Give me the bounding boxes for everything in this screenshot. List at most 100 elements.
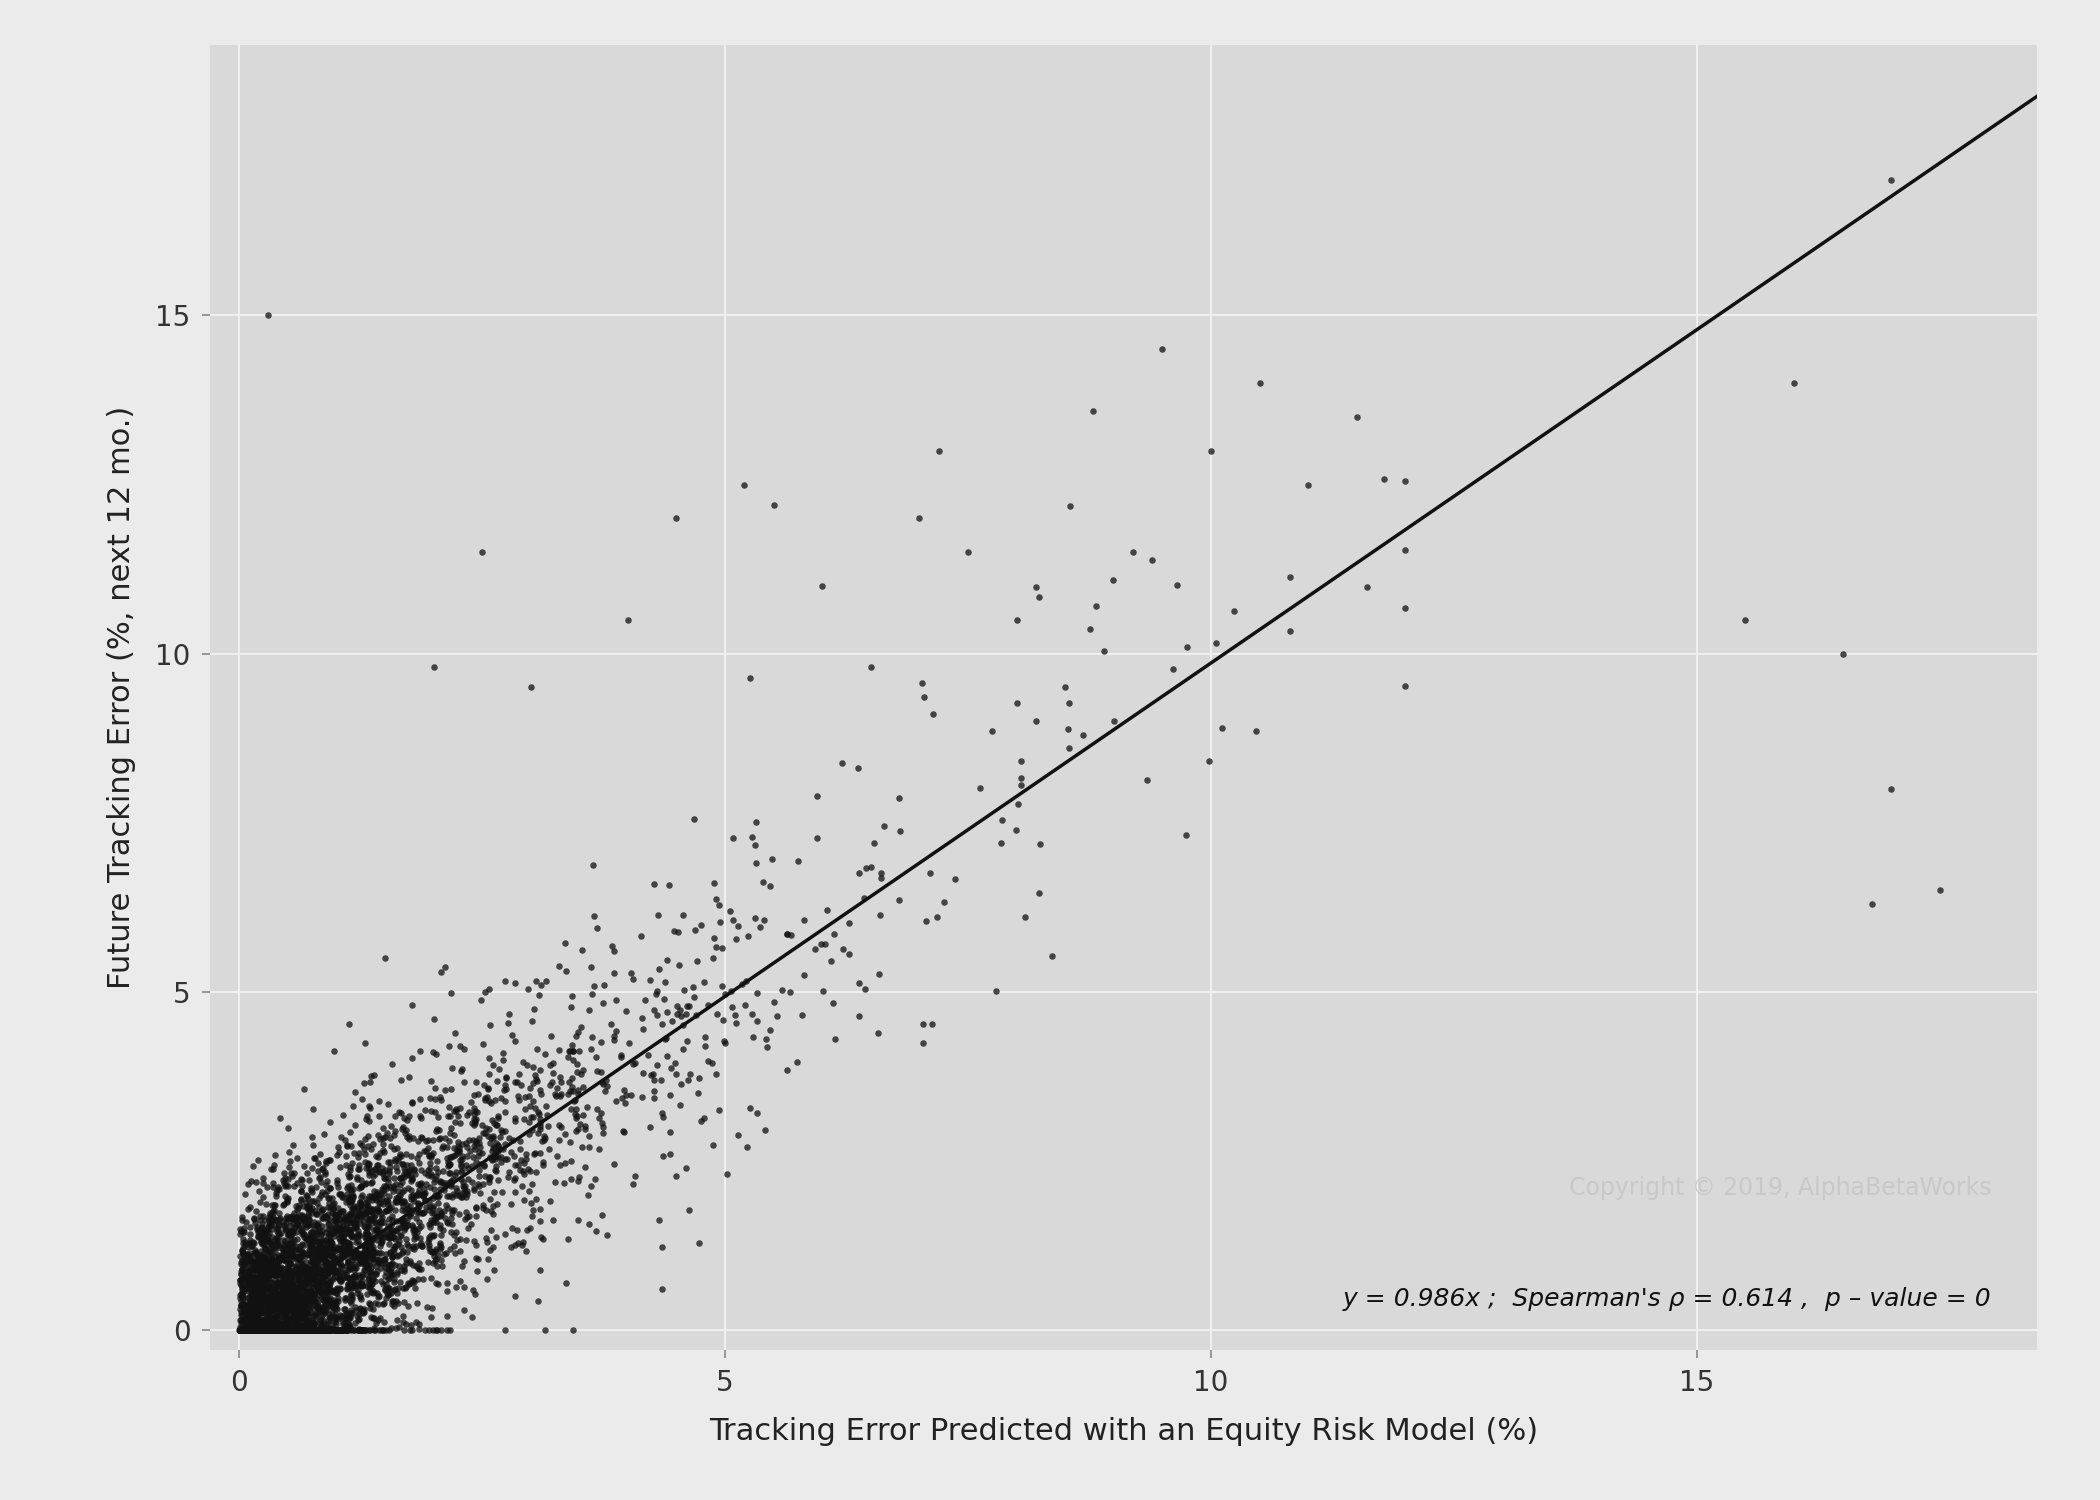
Point: [246, 1317, 279, 1341]
Point: [248, 1317, 281, 1341]
Point: [237, 1260, 271, 1284]
Point: [277, 1269, 311, 1293]
Point: [699, 886, 733, 910]
Point: [470, 1124, 504, 1148]
Point: [254, 1317, 288, 1341]
Point: [242, 1317, 275, 1341]
Point: [344, 1086, 378, 1110]
Point: [294, 1260, 328, 1284]
Point: [281, 1275, 315, 1299]
Point: [246, 1254, 279, 1278]
Point: [277, 1293, 311, 1317]
X-axis label: Tracking Error Predicted with an Equity Risk Model (%): Tracking Error Predicted with an Equity …: [710, 1418, 1537, 1446]
Point: [368, 1264, 401, 1288]
Point: [262, 1294, 296, 1318]
Point: [334, 1288, 367, 1312]
Point: [260, 1317, 294, 1341]
Point: [882, 786, 916, 810]
Point: [332, 1238, 365, 1262]
Point: [248, 1236, 281, 1260]
Point: [596, 1023, 630, 1047]
Point: [292, 1288, 326, 1312]
Point: [319, 1208, 353, 1231]
Point: [359, 1180, 393, 1204]
Point: [319, 1234, 353, 1258]
Point: [410, 1296, 443, 1320]
Point: [481, 1132, 514, 1156]
Point: [246, 1317, 279, 1341]
Point: [368, 1140, 401, 1164]
Point: [361, 1220, 395, 1244]
Point: [368, 1166, 401, 1190]
Point: [267, 1209, 300, 1233]
Point: [645, 1236, 678, 1260]
Point: [269, 1302, 302, 1326]
Point: [294, 1234, 328, 1258]
Point: [502, 1062, 536, 1086]
Point: [237, 1317, 271, 1341]
Point: [536, 1052, 569, 1076]
Point: [441, 1137, 475, 1161]
Point: [315, 1280, 349, 1304]
Point: [248, 1264, 281, 1288]
Point: [304, 1258, 338, 1282]
Point: [739, 981, 773, 1005]
Point: [250, 1317, 284, 1341]
Point: [353, 1224, 386, 1248]
Point: [284, 1290, 317, 1314]
Point: [668, 1002, 701, 1026]
Point: [317, 1287, 351, 1311]
Point: [296, 1216, 330, 1240]
Point: [229, 1230, 262, 1254]
Point: [260, 1257, 294, 1281]
Point: [336, 1184, 370, 1208]
Point: [256, 1257, 290, 1281]
Point: [332, 1272, 365, 1296]
Point: [391, 1162, 424, 1186]
Point: [344, 1317, 378, 1341]
Point: [397, 1215, 430, 1239]
Point: [346, 1240, 380, 1264]
Point: [571, 1136, 605, 1160]
Point: [294, 1317, 328, 1341]
Point: [328, 1238, 361, 1262]
Point: [399, 1184, 433, 1208]
Point: [225, 1317, 258, 1341]
Point: [351, 1233, 384, 1257]
Point: [363, 1248, 397, 1272]
Point: [378, 1198, 412, 1222]
Point: [309, 1290, 342, 1314]
Point: [252, 1221, 286, 1245]
Point: [256, 1282, 290, 1306]
Point: [422, 1184, 456, 1208]
Point: [472, 1118, 506, 1142]
Point: [426, 1134, 460, 1158]
Point: [246, 1317, 279, 1341]
Point: [229, 1317, 262, 1341]
Point: [334, 1222, 367, 1246]
Point: [231, 1242, 265, 1266]
Point: [468, 1116, 502, 1140]
Point: [319, 1239, 353, 1263]
Point: [365, 1226, 399, 1250]
Point: [223, 1317, 256, 1341]
Point: [682, 1232, 716, 1256]
Point: [388, 1275, 422, 1299]
Point: [233, 1274, 267, 1298]
Point: [227, 1317, 260, 1341]
Point: [311, 1242, 344, 1266]
Point: [286, 1208, 319, 1231]
Point: [372, 1317, 405, 1341]
Point: [351, 1246, 384, 1270]
Point: [258, 1300, 292, 1324]
Point: [296, 1317, 330, 1341]
Point: [506, 1230, 540, 1254]
Point: [267, 1192, 300, 1216]
Point: [334, 1282, 367, 1306]
Point: [344, 1203, 378, 1227]
Point: [256, 1317, 290, 1341]
Point: [361, 1089, 395, 1113]
Point: [512, 1179, 546, 1203]
Point: [275, 1317, 309, 1341]
Point: [290, 1190, 323, 1214]
